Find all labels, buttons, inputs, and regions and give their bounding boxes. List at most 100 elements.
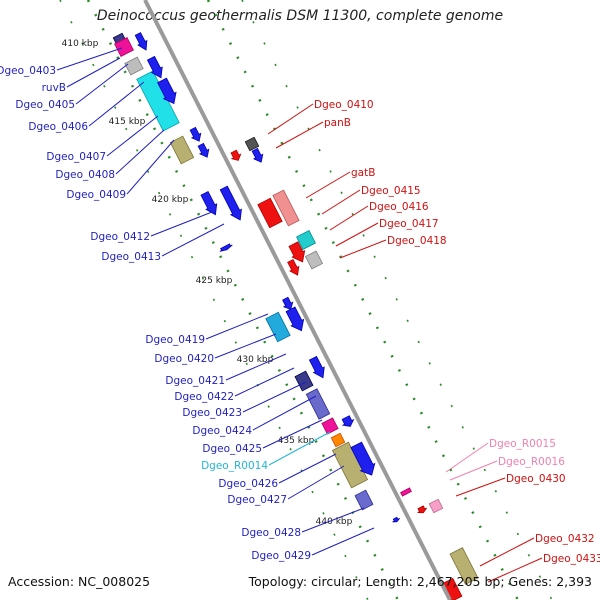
gene-feature: [197, 142, 210, 158]
gene-feature: [428, 498, 444, 514]
gene-label[interactable]: Dgeo_0413: [101, 251, 161, 263]
gene-feature: [294, 370, 314, 392]
label-connector: [214, 333, 277, 359]
scale-label: 440 kbp: [316, 517, 353, 527]
label-connector: [449, 460, 498, 481]
gene-feature: [200, 190, 218, 216]
label-connector: [301, 507, 365, 533]
accession-text: Accession: NC_008025: [8, 574, 151, 589]
gene-label[interactable]: Dgeo_0424: [192, 425, 252, 437]
gene-feature: [449, 547, 479, 585]
gene-label[interactable]: Dgeo_R0014: [201, 460, 268, 472]
gene-label[interactable]: Dgeo_0412: [90, 231, 150, 243]
gene-label[interactable]: Dgeo_0426: [218, 478, 278, 490]
feature-track: [112, 32, 479, 600]
gene-label[interactable]: Dgeo_0408: [55, 169, 115, 181]
gene-feature: [350, 441, 376, 476]
gene-label[interactable]: Dgeo_0423: [182, 407, 242, 419]
label-connectors: [56, 47, 543, 583]
label-connector: [311, 527, 375, 556]
label-connector: [66, 57, 121, 88]
gene-label[interactable]: Dgeo_R0015: [489, 438, 556, 450]
gene-feature: [296, 230, 316, 250]
label-connector: [150, 211, 213, 237]
gene-feature: [219, 243, 233, 252]
gene-feature: [308, 355, 325, 379]
gene-label[interactable]: ruvB: [42, 82, 66, 94]
label-connector: [329, 205, 369, 231]
gene-label[interactable]: Dgeo_0415: [361, 185, 421, 197]
gene-label[interactable]: Dgeo_0407: [46, 151, 106, 163]
scale-labels: 410 kbp 415 kbp 420 kbp 425 kbp 430 kbp 435 k…: [62, 39, 353, 527]
gene-label[interactable]: Dgeo_0405: [15, 99, 75, 111]
gene-feature: [341, 415, 355, 427]
gene-feature: [251, 147, 264, 163]
gene-feature: [219, 185, 242, 221]
gene-label[interactable]: Dgeo_R0016: [498, 456, 565, 468]
gene-feature: [169, 135, 195, 165]
gene-feature: [146, 55, 163, 79]
gene-feature: [134, 32, 148, 51]
scale-label: 435 kbp: [278, 436, 315, 446]
tick-row: [206, 0, 520, 600]
label-connector: [339, 239, 387, 259]
label-connector: [242, 381, 307, 413]
gene-label[interactable]: Dgeo_0429: [251, 550, 311, 562]
gene-label[interactable]: Dgeo_0427: [227, 494, 287, 506]
gene-feature: [400, 487, 412, 497]
label-connector: [335, 222, 379, 247]
label-connector: [321, 189, 361, 215]
label-connector: [56, 47, 123, 71]
label-connector: [75, 63, 129, 105]
gene-feature: [287, 258, 300, 276]
gene-feature: [257, 197, 283, 229]
label-connector: [479, 537, 535, 567]
gene-label[interactable]: Dgeo_0428: [241, 527, 301, 539]
label-connector: [267, 103, 314, 135]
gene-feature: [230, 149, 242, 161]
tick-row: [59, 0, 369, 600]
gene-label[interactable]: Dgeo_0430: [506, 473, 566, 485]
gene-feature: [265, 311, 291, 343]
label-connector: [126, 139, 175, 195]
gene-label[interactable]: Dgeo_0406: [28, 121, 88, 133]
tick-row: [241, 0, 553, 600]
gene-label[interactable]: Dgeo_0419: [145, 334, 205, 346]
scale-label: 410 kbp: [62, 39, 99, 49]
gene-feature: [321, 417, 339, 435]
gene-label[interactable]: panB: [324, 117, 351, 129]
label-connector: [88, 81, 145, 127]
gene-label[interactable]: Dgeo_0403: [0, 65, 56, 77]
label-connector: [234, 367, 295, 397]
gene-label[interactable]: Dgeo_0425: [202, 443, 262, 455]
label-connector: [455, 477, 506, 497]
gene-feature: [114, 37, 134, 57]
gene-feature: [285, 306, 305, 332]
scale-label: 430 kbp: [237, 355, 274, 365]
label-connector: [106, 115, 159, 157]
gene-feature: [157, 77, 177, 105]
gene-label[interactable]: Dgeo_0418: [387, 235, 447, 247]
gene-label[interactable]: Dgeo_0433: [543, 553, 600, 565]
gene-feature: [288, 241, 306, 263]
label-connector: [225, 353, 287, 381]
label-connector: [445, 442, 489, 473]
label-connector: [305, 171, 351, 199]
gene-label[interactable]: Dgeo_0421: [165, 375, 225, 387]
gene-label[interactable]: Dgeo_0432: [535, 533, 595, 545]
gene-label[interactable]: Dgeo_0420: [154, 353, 214, 365]
feature-labels: Dgeo_0403 ruvB Dgeo_0405 Dgeo_0406 Dgeo_0407…: [0, 65, 600, 565]
gene-feature: [272, 189, 300, 227]
label-connector: [205, 313, 269, 340]
label-connector: [287, 465, 345, 500]
gene-label[interactable]: Dgeo_0422: [174, 391, 234, 403]
gene-label[interactable]: Dgeo_0410: [314, 99, 374, 111]
gene-feature: [330, 432, 346, 448]
label-connector: [252, 395, 317, 431]
gene-label[interactable]: Dgeo_0416: [369, 201, 429, 213]
gene-label[interactable]: Dgeo_0417: [379, 218, 439, 230]
map-title: Deinococcus geothermalis DSM 11300, comp…: [96, 8, 504, 24]
gene-label[interactable]: gatB: [351, 167, 375, 179]
gene-label[interactable]: Dgeo_0409: [66, 189, 126, 201]
